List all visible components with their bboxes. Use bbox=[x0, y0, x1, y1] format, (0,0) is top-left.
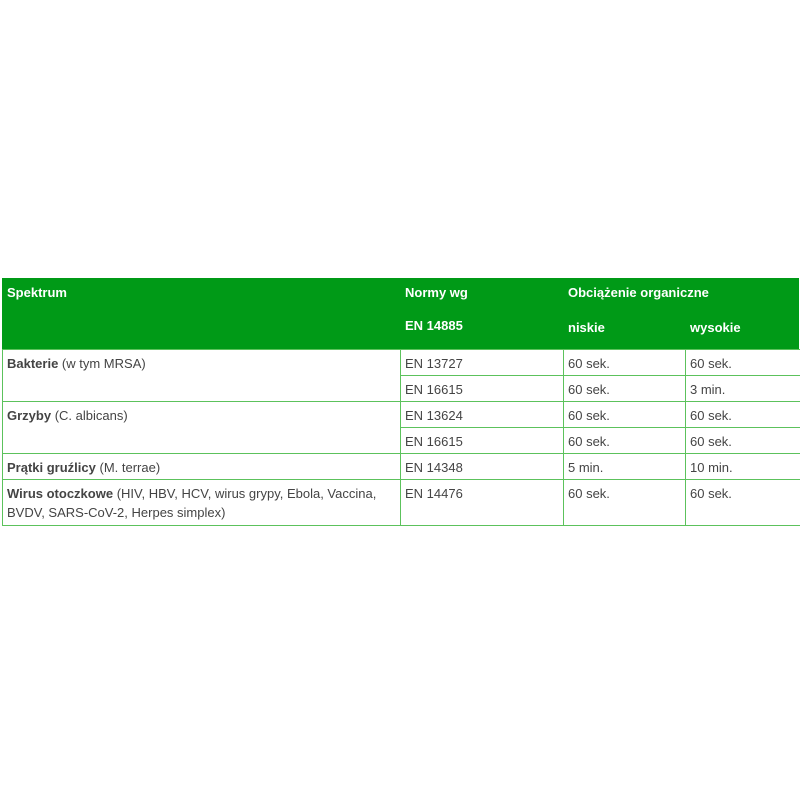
organism-name: Wirus otoczkowe bbox=[7, 486, 114, 501]
table-row: Wirus otoczkowe (HIV, HBV, HCV, wirus gr… bbox=[2, 479, 800, 526]
high-cell: 10 min. bbox=[685, 453, 800, 480]
table-row: Bakterie (w tym MRSA) EN 13727 60 sek. 6… bbox=[2, 349, 800, 402]
low-cell: 60 sek. bbox=[563, 349, 686, 376]
header-norms-standard: EN 14885 bbox=[405, 318, 463, 333]
spectrum-cell: Prątki gruźlicy (M. terrae) bbox=[2, 453, 401, 480]
norm-cell: EN 13624 bbox=[400, 401, 564, 428]
organism-detail: (HIV, HBV, HCV, wirus grypy, Ebola, Vacc… bbox=[7, 486, 377, 520]
high-cell: 60 sek. bbox=[685, 427, 800, 454]
header-norms: Normy wg bbox=[405, 285, 468, 300]
spectrum-cell: Bakterie (w tym MRSA) bbox=[2, 349, 401, 402]
organism-name: Bakterie bbox=[7, 356, 59, 371]
low-cell: 60 sek. bbox=[563, 401, 686, 428]
header-organic-load: Obciążenie organiczne bbox=[568, 285, 709, 300]
high-cell: 60 sek. bbox=[685, 401, 800, 428]
low-cell: 60 sek. bbox=[563, 479, 686, 526]
table-header: Spektrum Normy wg EN 14885 Obciążenie or… bbox=[2, 278, 799, 349]
organism-name: Prątki gruźlicy bbox=[7, 460, 96, 475]
spectrum-cell: Wirus otoczkowe (HIV, HBV, HCV, wirus gr… bbox=[2, 479, 401, 526]
organism-name: Grzyby bbox=[7, 408, 52, 423]
norm-cell: EN 16615 bbox=[400, 427, 564, 454]
header-high: wysokie bbox=[690, 320, 741, 335]
high-cell: 60 sek. bbox=[685, 349, 800, 376]
low-cell: 60 sek. bbox=[563, 375, 686, 402]
header-low: niskie bbox=[568, 320, 605, 335]
table-row: EN 16615 60 sek. 60 sek. bbox=[3, 427, 800, 454]
table-row: Grzyby (C. albicans) EN 13624 60 sek. 60… bbox=[2, 401, 800, 454]
norm-cell: EN 14348 bbox=[400, 453, 564, 480]
organism-detail: (C. albicans) bbox=[51, 408, 128, 423]
table-row: Prątki gruźlicy (M. terrae) EN 14348 5 m… bbox=[2, 453, 800, 480]
high-cell: 60 sek. bbox=[685, 479, 800, 526]
organism-detail: (w tym MRSA) bbox=[58, 356, 146, 371]
high-cell: 3 min. bbox=[685, 375, 800, 402]
norm-cell: EN 16615 bbox=[400, 375, 564, 402]
header-spectrum: Spektrum bbox=[7, 285, 67, 300]
spectrum-cell: Grzyby (C. albicans) bbox=[2, 401, 401, 454]
organism-detail: (M. terrae) bbox=[95, 460, 161, 475]
low-cell: 60 sek. bbox=[563, 427, 686, 454]
norm-cell: EN 13727 bbox=[400, 349, 564, 376]
low-cell: 5 min. bbox=[563, 453, 686, 480]
spectrum-table: Bakterie (w tym MRSA) EN 13727 60 sek. 6… bbox=[2, 349, 800, 526]
norm-cell: EN 14476 bbox=[400, 479, 564, 526]
